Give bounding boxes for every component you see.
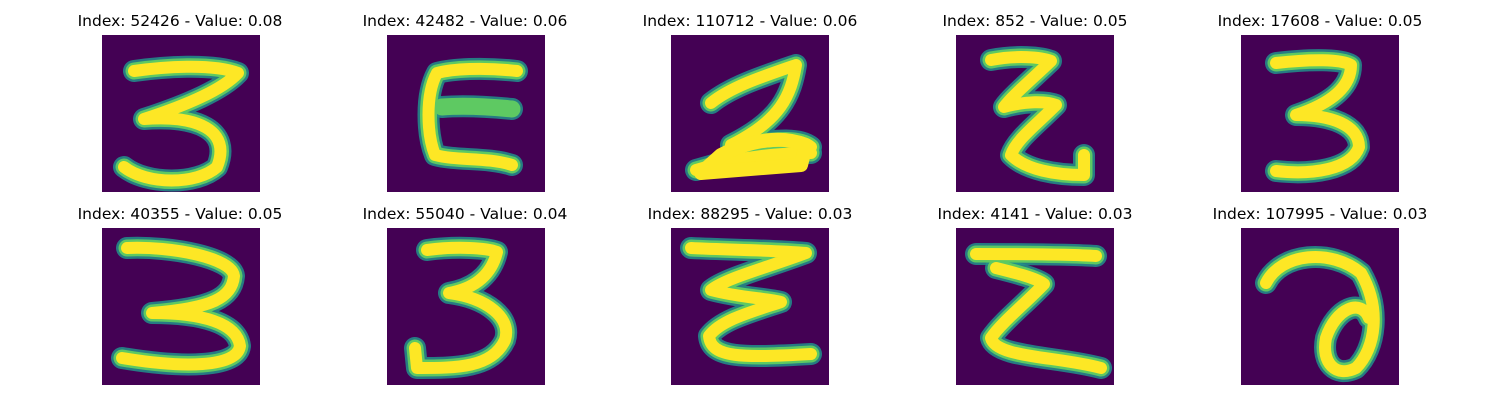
digit-image: [387, 35, 545, 192]
panel-title: Index: 88295 - Value: 0.03: [605, 204, 895, 224]
letter-z-glyph: [956, 228, 1114, 385]
panel-9: Index: 4141 - Value: 0.03: [890, 193, 1180, 383]
panel-10: Index: 107995 - Value: 0.03: [1175, 193, 1465, 383]
panel-title: Index: 52426 - Value: 0.08: [35, 11, 325, 31]
digit-image: [956, 35, 1114, 192]
panel-7: Index: 55040 - Value: 0.04: [320, 193, 610, 383]
letter-z-glyph: [956, 35, 1114, 192]
panel-5: Index: 17608 - Value: 0.05: [1175, 0, 1465, 190]
digit-2-glyph: [671, 35, 829, 192]
panel-2: Index: 42482 - Value: 0.06: [320, 0, 610, 190]
panel-title: Index: 42482 - Value: 0.06: [320, 11, 610, 31]
panel-6: Index: 40355 - Value: 0.05: [35, 193, 325, 383]
digit-image: [387, 228, 545, 385]
letter-e-glyph: [671, 228, 829, 385]
digit-image: [1241, 228, 1399, 385]
panel-title: Index: 40355 - Value: 0.05: [35, 204, 325, 224]
panel-title: Index: 852 - Value: 0.05: [890, 11, 1180, 31]
digit-c-glyph: [387, 35, 545, 192]
panel-8: Index: 88295 - Value: 0.03: [605, 193, 895, 383]
digit-image: [1241, 35, 1399, 192]
panel-3: Index: 110712 - Value: 0.06: [605, 0, 895, 190]
digit-image: [102, 228, 260, 385]
digit-3-glyph: [102, 228, 260, 385]
digit-image: [671, 228, 829, 385]
panel-4: Index: 852 - Value: 0.05: [890, 0, 1180, 190]
panel-title: Index: 55040 - Value: 0.04: [320, 204, 610, 224]
digit-3-glyph: [387, 228, 545, 385]
digit-image: [671, 35, 829, 192]
panel-title: Index: 107995 - Value: 0.03: [1175, 204, 1465, 224]
panel-title: Index: 110712 - Value: 0.06: [605, 11, 895, 31]
digit-image: [102, 35, 260, 192]
panel-1: Index: 52426 - Value: 0.08: [35, 0, 325, 190]
letter-a-glyph: [1241, 228, 1399, 385]
panel-title: Index: 17608 - Value: 0.05: [1175, 11, 1465, 31]
panel-title: Index: 4141 - Value: 0.03: [890, 204, 1180, 224]
digit-3-glyph: [1241, 35, 1399, 192]
digit-image: [956, 228, 1114, 385]
digit-3-glyph: [102, 35, 260, 192]
